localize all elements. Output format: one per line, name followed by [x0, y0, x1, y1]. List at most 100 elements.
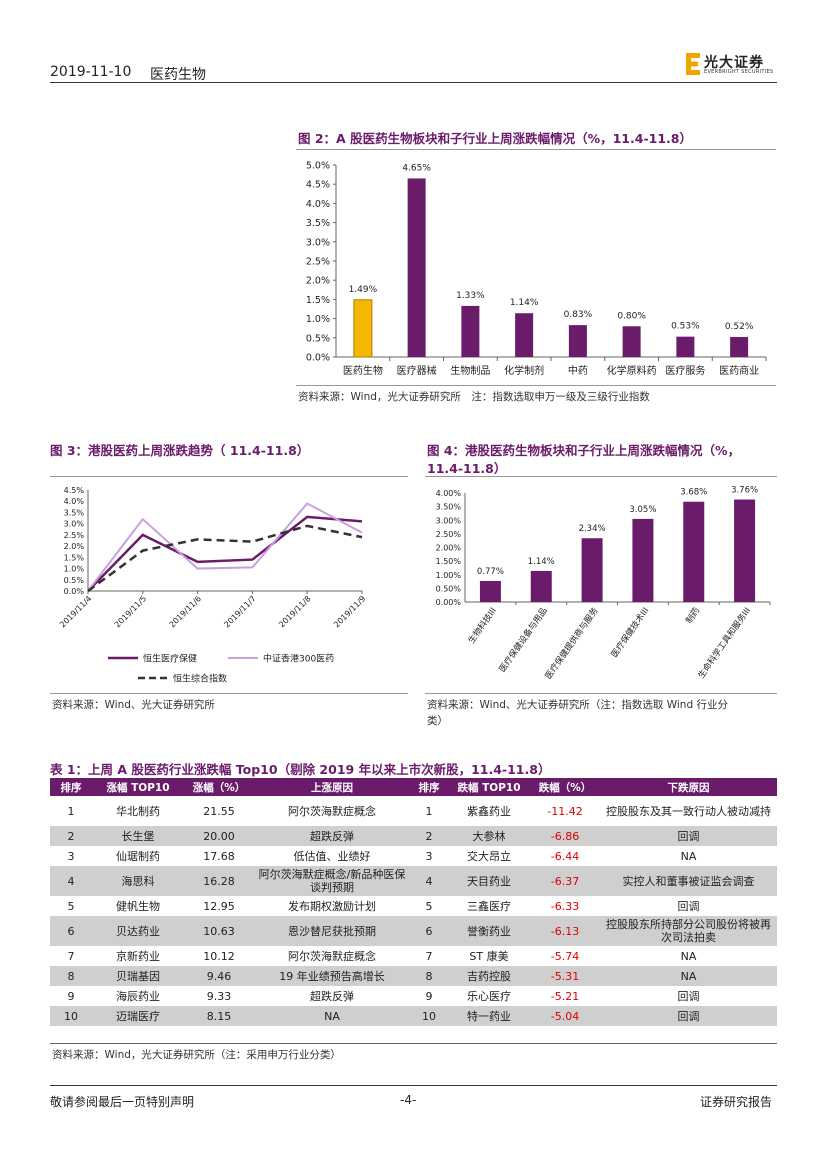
- fig4-x-tick-label: 生命科学工具和服务III: [696, 605, 753, 680]
- fig4-bar: [530, 570, 552, 602]
- table-cell: 乐心医疗: [467, 989, 511, 1003]
- table1-header-cell: 排序: [410, 778, 448, 796]
- table-row: 5 健帆生物 12.95 发布期权激励计划 5 三鑫医疗 -6.33 回调: [50, 896, 777, 916]
- table-cell: NA: [600, 966, 777, 986]
- fig3-y-tick-label: 1.5%: [64, 553, 85, 562]
- table-cell: 19 年业绩预告高增长: [254, 966, 410, 986]
- fig3-line-chart: 0.0% 0.5% 1.0% 1.5% 2.0% 2.5% 3.0% 3.5% 4.0% 4.5%…: [58, 486, 367, 685]
- fig3-y-tick-label: 2.0%: [64, 542, 85, 551]
- header-sector: 医药生物: [150, 67, 206, 83]
- table-cell: 9: [67, 989, 75, 1003]
- fig2-data-label: 0.83%: [564, 310, 593, 320]
- fig3-series-line: [87, 515, 363, 592]
- table-cell: 誉衡药业: [448, 916, 530, 946]
- table-cell: 回调: [600, 826, 777, 846]
- fig2-y-tick-label: 2.5%: [306, 257, 330, 268]
- fig2-title: 图 2：A 股医药生物板块和子行业上周涨跌幅情况（%，11.4-11.8）: [298, 131, 692, 146]
- table-cell: 8.15: [184, 1006, 254, 1026]
- fig3-x-tick-label: 2019/11/6: [168, 594, 203, 629]
- fig4-data-label: 3.05%: [629, 505, 656, 515]
- table-cell: -5.21: [550, 989, 580, 1003]
- fig3-y-tick-label: 0.0%: [64, 587, 85, 596]
- table-cell: 8: [50, 966, 92, 986]
- table-cell: -5.31: [530, 966, 600, 986]
- fig4-bar-chart: 0.00% 0.50% 1.00% 1.50% 2.00% 2.50% 3.00% 3.50%…: [436, 486, 771, 681]
- fig3-y-tick-label: 0.5%: [64, 576, 85, 585]
- table-cell: 吉药控股: [448, 966, 530, 986]
- fig4-y-tick-label: 0.50%: [436, 584, 462, 593]
- table-cell: 4: [50, 866, 92, 896]
- table1: 排序 涨幅 TOP10 涨幅（%） 上涨原因 排序 跌幅 TOP10 跌幅（%） 下跌原因 1…: [50, 778, 777, 1026]
- table-cell: 天目药业: [448, 866, 530, 896]
- fig2-x-tick-label: 生物制品: [450, 364, 490, 377]
- fig4-source-cont: 类）: [427, 715, 448, 727]
- fig3-series-line: [87, 524, 363, 593]
- table-cell: -6.33: [550, 899, 580, 913]
- table-cell: 控股股东所持部分公司股份将被再次司法拍卖: [600, 916, 777, 946]
- fig4-x-tick-label: 制药: [683, 605, 702, 625]
- table-cell: -6.86: [530, 826, 600, 846]
- fig4-y-tick-label: 1.50%: [436, 557, 462, 566]
- table-cell: 低估值、业绩好: [293, 849, 371, 863]
- fig4-title-rule: [425, 476, 777, 477]
- fig3-title: 图 3：港股医药上周涨跌趋势（ 11.4-11.8）: [50, 443, 310, 458]
- table-cell: 3: [425, 849, 433, 863]
- fig3-x-tick-label: 2019/11/5: [113, 594, 148, 629]
- table-cell: 特一药业: [448, 1006, 530, 1026]
- fig4-source-rule: [425, 693, 777, 694]
- table-cell: 10: [50, 1006, 92, 1026]
- table1-header-cell: 上涨原因: [254, 778, 410, 796]
- table-cell: 7: [425, 949, 433, 963]
- table-cell: 8: [410, 966, 448, 986]
- table-cell: 实控人和董事被证监会调查: [600, 866, 777, 896]
- fig3-source-rule: [50, 693, 408, 694]
- fig4-y-tick-label: 3.00%: [436, 516, 462, 525]
- table-row: 2 长生堡 20.00 超跌反弹 2 大参林 -6.86 回调: [50, 826, 777, 846]
- logo-mark-icon: [686, 53, 700, 75]
- fig2-bar: [730, 337, 749, 357]
- fig4-x-tick-label: 生物科技III: [466, 605, 499, 645]
- table-row: 1 华北制药 21.55 阿尔茨海默症概念 1 紫鑫药业 -11.42 控股股东及其一致行动人…: [50, 796, 777, 826]
- footer-report-type: 证券研究报告: [700, 1095, 773, 1109]
- fig3-series-line: [87, 502, 363, 592]
- table-cell: 21.55: [203, 804, 235, 818]
- table-cell: 12.95: [203, 899, 235, 913]
- fig3-x-tick-label: 2019/11/8: [277, 594, 312, 629]
- fig2-data-label: 0.53%: [671, 322, 700, 332]
- table-cell: 6: [410, 916, 448, 946]
- fig3-y-tick-label: 3.5%: [64, 508, 85, 517]
- table-cell: -11.42: [547, 804, 583, 818]
- table-cell: 回调: [677, 989, 700, 1003]
- table-cell: 9.46: [184, 966, 254, 986]
- fig2-y-tick-label: 1.5%: [306, 295, 330, 306]
- table-cell: 20.00: [184, 826, 254, 846]
- fig2-data-label: 1.33%: [456, 291, 485, 301]
- table-cell: 9.33: [206, 989, 232, 1003]
- table-cell: 阿尔茨海默症概念: [288, 949, 376, 963]
- table-cell: 1: [425, 804, 433, 818]
- table-cell: 超跌反弹: [254, 826, 410, 846]
- fig2-x-tick-label: 化学制剂: [504, 364, 544, 377]
- fig4-data-label: 1.14%: [528, 557, 555, 567]
- fig4-bar: [734, 499, 756, 602]
- fig4-bar: [479, 581, 501, 602]
- fig2-bar: [515, 313, 534, 357]
- table-cell: -5.74: [550, 949, 580, 963]
- table-cell: 海思科: [92, 866, 184, 896]
- table1-header-cell: 涨幅（%）: [184, 778, 254, 796]
- fig2-source-rule: [296, 385, 776, 386]
- fig3-title-rule: [50, 476, 408, 477]
- fig2-y-tick-label: 4.5%: [306, 180, 330, 191]
- fig3-source: 资料来源：Wind、光大证券研究所: [52, 699, 215, 711]
- table-cell: 17.68: [203, 849, 235, 863]
- page-number: -4-: [400, 1093, 417, 1107]
- footer-divider: [50, 1085, 777, 1086]
- logo-text-en: EVERBRIGHT SECURITIES: [704, 69, 774, 75]
- fig4-bar: [683, 501, 705, 602]
- table-cell: NA: [680, 849, 697, 863]
- table-cell: 发布期权激励计划: [288, 899, 376, 913]
- header-date: 2019-11-10: [50, 64, 132, 80]
- table-cell: 健帆生物: [116, 899, 160, 913]
- table-cell: 3: [67, 849, 75, 863]
- table-cell: 贝瑞基因: [92, 966, 184, 986]
